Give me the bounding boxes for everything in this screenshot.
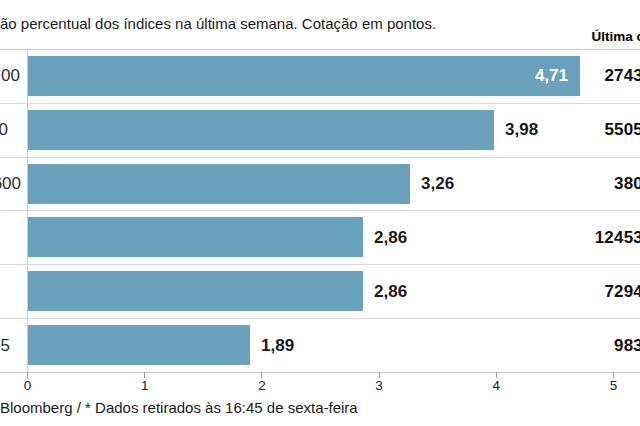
bar-value-label: 1,89 — [261, 336, 294, 356]
last-quote-value: 983 — [614, 336, 640, 356]
bar-row: 2,86 7294 — [0, 265, 640, 319]
last-quote-column-header: Última c — [591, 29, 640, 44]
bar — [28, 164, 410, 204]
category-label: 00 — [1, 66, 20, 86]
weekly-index-change-chart: ão percentual dos índices na última sema… — [0, 0, 640, 426]
last-quote-value: 7294 — [604, 282, 640, 302]
category-label: 600 — [0, 174, 21, 194]
source-note: Bloomberg / * Dados retirados às 16:45 d… — [0, 399, 358, 416]
x-tick-label: 5 — [610, 378, 618, 393]
chart-subtitle: ão percentual dos índices na última sema… — [0, 15, 436, 33]
bar-row: 00 4,71 2743 — [0, 50, 640, 104]
bar-row: 2,86 12453 — [0, 211, 640, 265]
last-quote-value: 380 — [614, 174, 640, 194]
bar-row: 600 3,26 380 — [0, 158, 640, 212]
bar — [28, 325, 250, 365]
bar-value-label: 4,71 — [535, 66, 568, 86]
plot-area: 00 4,71 2743 0 3,98 5505 600 3,26 380 2,… — [0, 49, 640, 373]
bar-value-label: 3,26 — [421, 174, 454, 194]
category-label: 0 — [0, 120, 8, 140]
x-tick-label: 2 — [258, 378, 266, 393]
bar — [28, 110, 494, 150]
x-tick-label: 1 — [141, 378, 149, 393]
x-tick-label: 0 — [24, 378, 32, 393]
bar-value-label: 2,86 — [374, 228, 407, 248]
last-quote-value: 2743 — [604, 66, 640, 86]
bar — [28, 271, 363, 311]
bar-value-label: 2,86 — [374, 282, 407, 302]
last-quote-value: 12453 — [595, 228, 640, 248]
category-label: 35 — [0, 336, 10, 356]
x-tick-label: 3 — [375, 378, 383, 393]
bar-value-label: 3,98 — [505, 120, 538, 140]
bar-row: 35 1,89 983 — [0, 319, 640, 372]
last-quote-value: 5505 — [604, 120, 640, 140]
bar — [28, 56, 580, 96]
bar — [28, 217, 363, 257]
bar-row: 0 3,98 5505 — [0, 104, 640, 158]
x-tick-label: 4 — [493, 378, 501, 393]
